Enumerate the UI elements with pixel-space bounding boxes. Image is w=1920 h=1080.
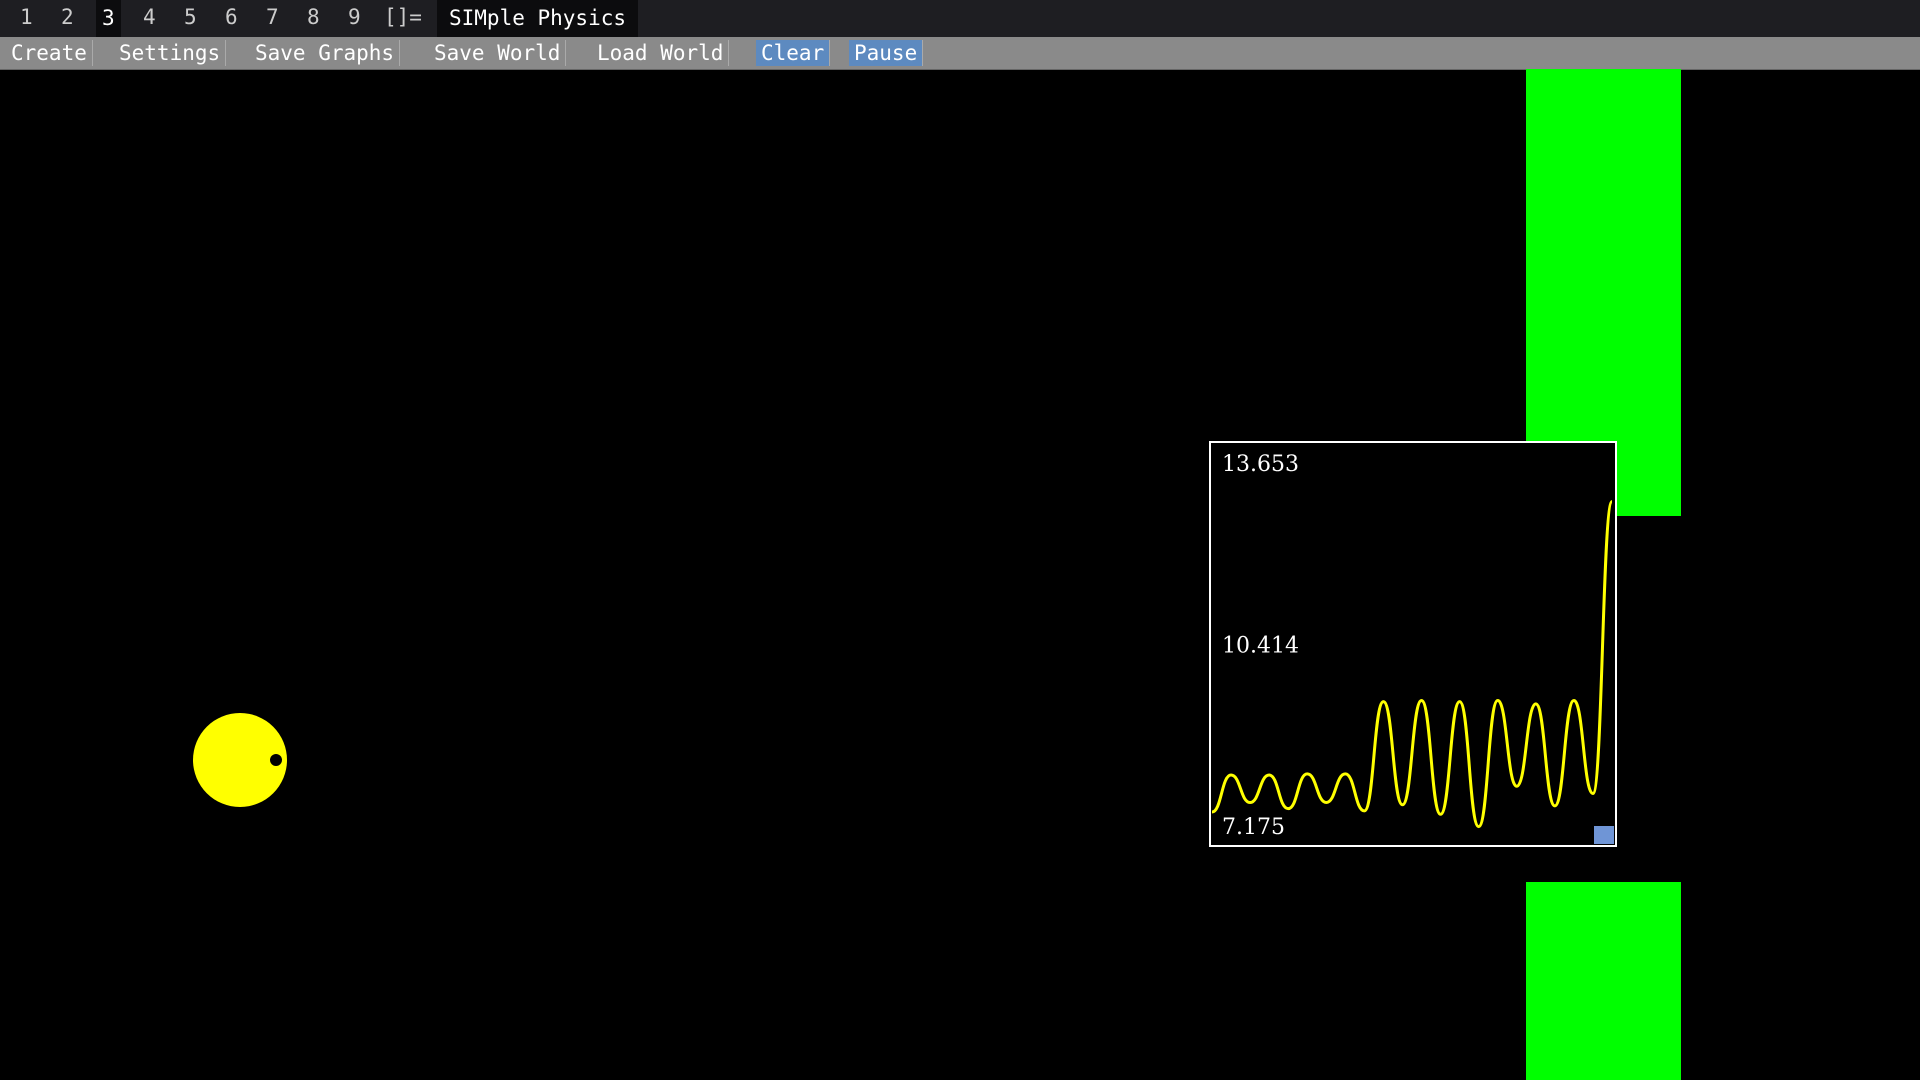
menu-button[interactable]: Clear (756, 40, 831, 66)
menu-button[interactable]: Settings (114, 40, 227, 66)
layout-symbol: []= (384, 5, 422, 29)
workspace-tag[interactable]: 7 (266, 5, 279, 29)
window-title: SIMple Physics (437, 0, 639, 37)
workspace-tag[interactable]: 8 (307, 5, 320, 29)
graph-line (1211, 500, 1614, 829)
menu-button[interactable]: Load World (592, 40, 730, 66)
green-wall-bottom (1526, 882, 1681, 1080)
menu-button[interactable]: Save World (429, 40, 567, 66)
graph-resize-handle[interactable] (1594, 826, 1614, 844)
workspace-tag[interactable]: 6 (225, 5, 238, 29)
ball (193, 713, 287, 807)
workspace-tag[interactable]: 5 (184, 5, 197, 29)
graph-label: 7.175 (1222, 815, 1285, 840)
menu-button[interactable]: Create (6, 40, 93, 66)
menu-button[interactable]: Pause (849, 40, 924, 66)
menu-button[interactable]: Save Graphs (250, 40, 401, 66)
workspace-tag[interactable]: 1 (20, 5, 33, 29)
workspace-tag[interactable]: 2 (61, 5, 74, 29)
ball-marker (270, 754, 282, 766)
workspace-tag[interactable]: 4 (143, 5, 156, 29)
graph-label: 13.653 (1222, 452, 1299, 477)
workspace-tag[interactable]: 3 (96, 0, 121, 37)
graph-label: 10.414 (1222, 634, 1299, 659)
status-bar: 1 2 3 4 5 6 7 8 9 []= SIMple Physics (0, 0, 1920, 37)
menu-bar: Create Settings Save Graphs Save World Load … (0, 37, 1920, 70)
workspace-tag[interactable]: 9 (348, 5, 361, 29)
